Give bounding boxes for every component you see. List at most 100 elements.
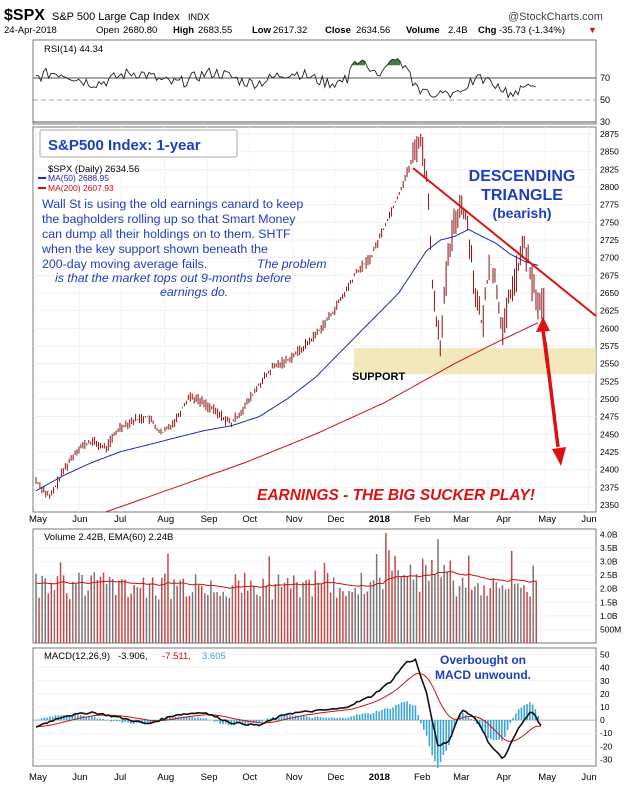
volume-tick: 3.0B (600, 557, 618, 567)
rsi-tick-50: 50 (600, 95, 610, 105)
x-tick-label: Oct (242, 772, 257, 783)
price-tick: 2775 (600, 200, 619, 210)
price-tick: 2400 (600, 465, 619, 475)
commentary-line-8: earnings do. (160, 285, 228, 299)
rsi-line (35, 58, 536, 99)
close-label: Close (325, 25, 351, 36)
x-tick-label: Jun (72, 514, 87, 525)
macd-tick: 20 (600, 689, 610, 699)
price-tick: 2675 (600, 270, 619, 280)
price-tick: 2475 (600, 412, 619, 422)
volume-legend: Volume 2.42B, EMA(60) 2.24B (44, 532, 173, 543)
commentary: Wall St is using the old earnings canard… (41, 197, 327, 299)
chart-header: $SPX S&P 500 Large Cap Index INDX @Stock… (4, 7, 603, 36)
x-tick-label: Aug (157, 514, 174, 525)
macd-legend-hist: 3.605 (202, 651, 226, 662)
symbol: $SPX (4, 7, 45, 24)
x-tick-label: Sep (201, 514, 218, 525)
volume-tick: 2.5B (600, 570, 618, 580)
earnings-label: EARNINGS - THE BIG SUCKER PLAY! (257, 487, 535, 504)
x-tick-label: Dec (328, 772, 345, 783)
macd-panel: MACD(12,26,9) -3.906, -7.511, 3.605 Over… (32, 647, 613, 768)
macd-tick: -10 (600, 728, 613, 738)
macd-tick: 0 (600, 715, 605, 725)
volume-tick: 3.5B (600, 543, 618, 553)
price-tick: 2575 (600, 341, 619, 351)
x-tick-label: Jun (581, 514, 596, 525)
price-tick: 2425 (600, 447, 619, 457)
price-tick: 2625 (600, 306, 619, 316)
legend-ma50-swatch (38, 177, 46, 179)
x-tick-label: Jun (581, 772, 596, 783)
x-tick-label: Nov (286, 772, 303, 783)
x-tick-label: 2018 (369, 772, 390, 783)
low-value: 2617.32 (273, 25, 307, 36)
legend-ma200-swatch (38, 187, 46, 189)
x-tick-label: Jul (114, 514, 126, 525)
macd-tick: -20 (600, 741, 613, 751)
support-label: SUPPORT (352, 371, 405, 383)
legend-ma50: MA(50) 2688.95 (48, 173, 109, 183)
price-tick: 2350 (600, 500, 619, 510)
ma200-line (105, 322, 539, 513)
legend-ma200: MA(200) 2607.93 (48, 183, 114, 193)
volume-tick: 2.0B (600, 584, 618, 594)
price-tick: 2875 (600, 129, 619, 139)
volume-tick: 500M (600, 624, 621, 634)
commentary-line-6: The problem (257, 257, 327, 271)
pattern-label-line-1: DESCENDING (469, 168, 576, 185)
macd-line (35, 658, 542, 760)
price-bars (35, 133, 545, 500)
brand[interactable]: @StockCharts.com (508, 11, 603, 23)
open-value: 2680.80 (123, 25, 157, 36)
volume-value: 2.4B (448, 25, 468, 36)
macd-tick: 10 (600, 702, 610, 712)
x-tick-label: 2018 (369, 514, 390, 525)
index-name: S&P 500 Large Cap Index (52, 11, 180, 23)
volume-panel: Volume 2.42B, EMA(60) 2.24B 4.0B 3.5B 3.0B… (32, 528, 621, 644)
price-tick: 2525 (600, 376, 619, 386)
commentary-line-2: the bagholders rolling up so that Smart … (42, 212, 296, 226)
pattern-label-line-2: TRIANGLE (481, 187, 563, 204)
x-tick-label: Mar (453, 772, 469, 783)
x-tick-label: Oct (242, 514, 257, 525)
volume-tick: 1.0B (600, 611, 618, 621)
macd-tick: -30 (600, 754, 613, 764)
volume-tick: 4.0B (600, 529, 618, 539)
macd-legend-macd: -3.906, (118, 651, 148, 662)
macd-tick: 50 (600, 650, 610, 660)
price-tick: 2375 (600, 482, 619, 492)
price-tick: 2825 (600, 164, 619, 174)
chg-label: Chg (478, 25, 497, 36)
x-tick-label: Aug (157, 772, 174, 783)
open-label: Open (96, 25, 119, 36)
x-axis-macd: May Jun Jul Aug Sep Oct Nov Dec 2018 Feb Mar Apr May… (29, 772, 597, 783)
price-tick: 2500 (600, 394, 619, 404)
rsi-panel: RSI(14) 44.34 70 50 30 (32, 39, 610, 127)
macd-legend-signal: -7.511, (162, 651, 191, 662)
ma50-line (35, 228, 539, 492)
volume-bars (35, 533, 537, 643)
macd-histogram (35, 701, 542, 768)
commentary-line-3: can dump all their holdings on to them. … (42, 227, 291, 241)
price-tick: 2550 (600, 359, 619, 369)
x-tick-label: Nov (286, 514, 303, 525)
pattern-label-line-3: (bearish) (492, 205, 551, 221)
x-tick-label: Apr (496, 772, 511, 783)
legend-title: $SPX (Daily) 2634.56 (48, 164, 139, 175)
exchange: INDX (188, 12, 210, 22)
price-tick: 2725 (600, 235, 619, 245)
x-tick-label: Sep (201, 772, 218, 783)
x-axis-price: May Jun Jul Aug Sep Oct Nov Dec 2018 Feb Mar Apr May… (29, 514, 597, 525)
price-tick: 2700 (600, 253, 619, 263)
title-box (39, 129, 238, 158)
chg-down-icon: ▼ (588, 25, 597, 35)
price-tick: 2800 (600, 182, 619, 192)
macd-tick: 40 (600, 663, 610, 673)
x-tick-label: May (29, 772, 47, 783)
macd-note-line-1: Overbought on (440, 653, 526, 667)
x-tick-label: May (538, 772, 556, 783)
price-panel: SUPPORT 2875 2850 2825 2800 2775 2750 2725 2700… (32, 126, 619, 513)
support-zone (354, 348, 596, 375)
high-label: High (173, 25, 194, 36)
